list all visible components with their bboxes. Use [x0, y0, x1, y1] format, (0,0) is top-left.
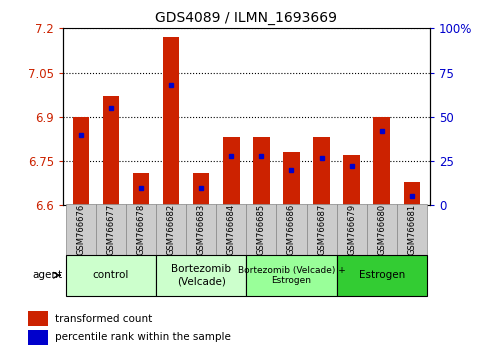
Bar: [163, 37, 179, 205]
Bar: [186, 204, 216, 255]
Text: GSM766687: GSM766687: [317, 204, 326, 255]
Text: GSM766681: GSM766681: [407, 204, 416, 255]
Bar: [276, 204, 307, 255]
Bar: [96, 204, 126, 255]
Bar: [283, 152, 300, 205]
Text: GSM766679: GSM766679: [347, 204, 356, 255]
Title: GDS4089 / ILMN_1693669: GDS4089 / ILMN_1693669: [156, 11, 337, 24]
Text: GSM766686: GSM766686: [287, 204, 296, 255]
Bar: [216, 204, 246, 255]
Bar: [337, 255, 427, 296]
Bar: [156, 255, 246, 296]
Bar: [246, 255, 337, 296]
Text: GSM766682: GSM766682: [167, 204, 176, 255]
Bar: [337, 204, 367, 255]
Text: GSM766680: GSM766680: [377, 204, 386, 255]
Text: GSM766677: GSM766677: [106, 204, 115, 255]
Bar: [66, 204, 96, 255]
Bar: [126, 204, 156, 255]
Bar: [133, 173, 149, 205]
Bar: [103, 96, 119, 205]
Text: Bortezomib (Velcade) +
Estrogen: Bortezomib (Velcade) + Estrogen: [238, 266, 345, 285]
Bar: [193, 173, 210, 205]
Bar: [313, 137, 330, 205]
Text: Bortezomib
(Velcade): Bortezomib (Velcade): [171, 264, 231, 286]
Bar: [397, 204, 427, 255]
Text: transformed count: transformed count: [55, 314, 152, 324]
Text: percentile rank within the sample: percentile rank within the sample: [55, 332, 230, 342]
Bar: [156, 204, 186, 255]
Text: GSM766678: GSM766678: [137, 204, 145, 255]
Bar: [373, 117, 390, 205]
Text: agent: agent: [32, 270, 62, 280]
Bar: [403, 182, 420, 205]
Bar: [253, 137, 270, 205]
Text: GSM766676: GSM766676: [76, 204, 85, 255]
Bar: [28, 312, 48, 326]
Text: GSM766685: GSM766685: [257, 204, 266, 255]
Bar: [343, 155, 360, 205]
Text: Estrogen: Estrogen: [358, 270, 405, 280]
Text: control: control: [93, 270, 129, 280]
Text: GSM766684: GSM766684: [227, 204, 236, 255]
Bar: [66, 255, 156, 296]
Bar: [307, 204, 337, 255]
Bar: [367, 204, 397, 255]
Bar: [72, 117, 89, 205]
Bar: [246, 204, 276, 255]
Text: GSM766683: GSM766683: [197, 204, 206, 255]
Bar: [223, 137, 240, 205]
Bar: [28, 330, 48, 345]
